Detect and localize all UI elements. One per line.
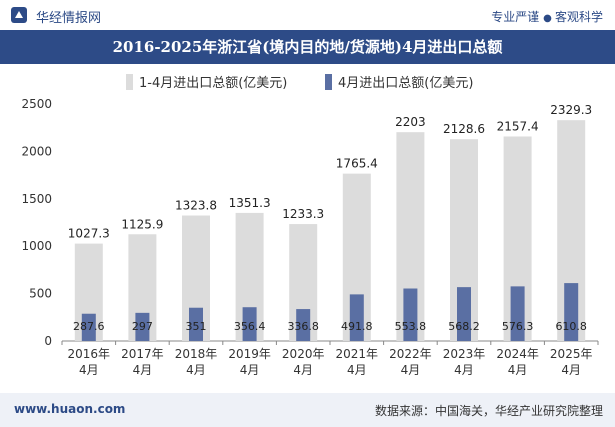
slogan-dot: ● [543, 13, 555, 24]
x-tick-label: 2025年 4月 [550, 347, 593, 377]
legend-item-total: 1-4月进出口总额(亿美元) [126, 72, 287, 91]
bar-april [349, 294, 364, 341]
data-label-april: 351 [186, 320, 207, 333]
data-label-total: 2203 [395, 115, 426, 129]
data-label-total: 1351.3 [229, 196, 271, 210]
bar-april [242, 307, 257, 341]
y-tick-label: 2000 [21, 144, 52, 158]
data-label-total: 1765.4 [336, 157, 378, 171]
x-tick-label: 2024年 4月 [496, 347, 539, 377]
bar-april [510, 286, 525, 341]
x-tick-label: 2017年 4月 [121, 347, 164, 377]
brand-name: 华经情报网 [36, 11, 102, 26]
y-tick-label: 2500 [21, 97, 52, 111]
chart-title: 2016-2025年浙江省(境内目的地/货源地)4月进出口总额 [112, 38, 503, 56]
x-tick-label: 2022年 4月 [389, 347, 432, 377]
website-link[interactable]: www.huaon.com [14, 402, 126, 416]
y-tick-label: 0 [44, 334, 52, 348]
x-tick-label: 2020年 4月 [282, 347, 325, 377]
slogan-right: 客观科学 [554, 10, 603, 24]
data-label-total: 1027.3 [68, 227, 110, 241]
chart-legend: 1-4月进出口总额(亿美元) 4月进出口总额(亿美元) [0, 72, 615, 94]
bar-april [564, 283, 579, 341]
slogan-left: 专业严谨 [491, 10, 540, 24]
x-tick-label: 2018年 4月 [175, 347, 218, 377]
data-label-april: 610.8 [555, 320, 587, 333]
data-label-total: 1323.8 [175, 199, 217, 213]
top-bar: 华经情报网 专业严谨 ● 客观科学 [0, 0, 615, 30]
x-tick-label: 2019年 4月 [228, 347, 271, 377]
data-label-april: 297 [132, 320, 153, 333]
data-label-total: 1233.3 [282, 207, 324, 221]
legend-label-total: 1-4月进出口总额(亿美元) [139, 76, 288, 91]
legend-swatch-total [126, 73, 133, 90]
bar-chart: 0 500 1000 1500 2000 2500 1027.3 287.6 2016年 4月 11… [21, 97, 599, 377]
data-label-total: 2157.4 [497, 119, 539, 133]
data-label-april: 491.8 [341, 320, 373, 333]
slogan: 专业严谨 ● 客观科学 [491, 8, 603, 25]
data-label-april: 553.8 [395, 320, 427, 333]
bar-april [403, 288, 418, 341]
legend-label-april: 4月进出口总额(亿美元) [338, 76, 474, 91]
footer-bar: www.huaon.com 数据来源：中国海关，华经产业研究院整理 [0, 393, 615, 427]
data-label-total: 2128.6 [443, 122, 485, 136]
title-bar: 2016-2025年浙江省(境内目的地/货源地)4月进出口总额 [0, 30, 615, 64]
bar-april [296, 309, 311, 341]
data-label-total: 1125.9 [121, 217, 163, 231]
data-label-april: 287.6 [73, 320, 105, 333]
huajing-logo-icon [11, 7, 27, 23]
data-source: 数据来源：中国海关，华经产业研究院整理 [374, 404, 603, 418]
bar-april [457, 287, 471, 341]
legend-swatch-april [325, 73, 332, 90]
legend-item-april: 4月进出口总额(亿美元) [325, 72, 473, 91]
bar-april [135, 312, 150, 341]
x-tick-label: 2023年 4月 [443, 347, 486, 377]
data-label-april: 356.4 [234, 320, 266, 333]
bar-april [81, 313, 96, 341]
x-tick-label: 2016年 4月 [68, 347, 111, 377]
data-label-april: 336.8 [287, 320, 319, 333]
y-tick-label: 1000 [21, 239, 52, 253]
data-label-april: 576.3 [502, 320, 534, 333]
y-tick-label: 500 [29, 287, 52, 301]
x-tick-label: 2021年 4月 [336, 347, 379, 377]
data-label-april: 568.2 [448, 320, 480, 333]
data-label-total: 2329.3 [550, 103, 592, 117]
bar-april [189, 307, 203, 341]
y-tick-label: 1500 [21, 192, 52, 206]
